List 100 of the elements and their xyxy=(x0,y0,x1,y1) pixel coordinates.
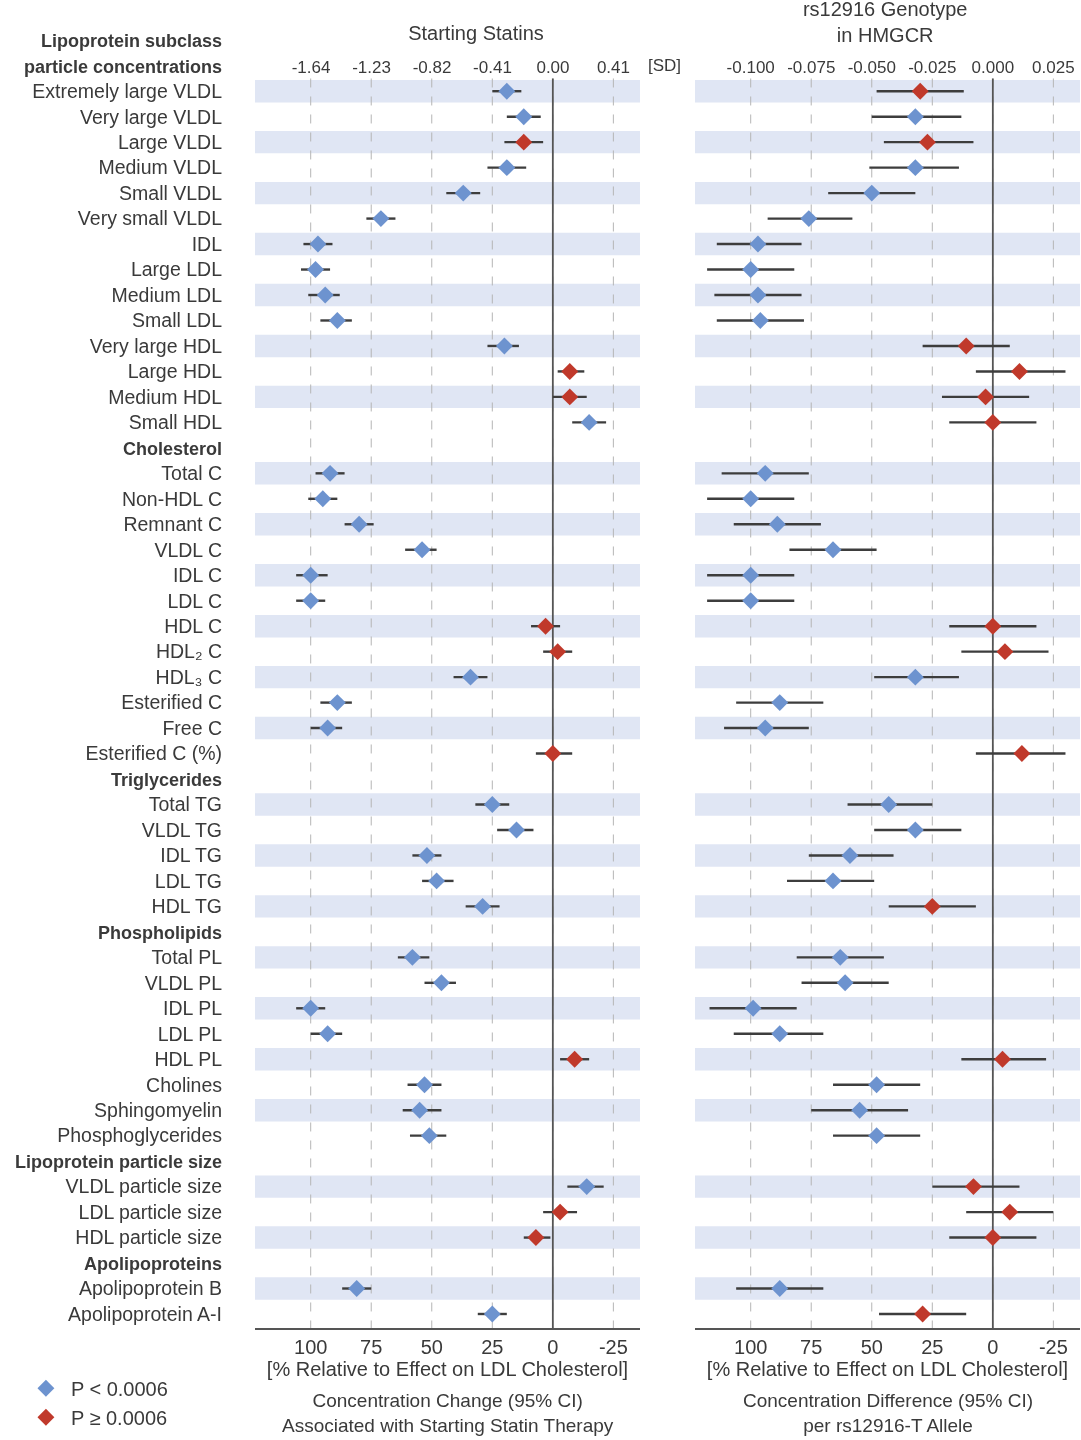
point xyxy=(498,159,516,177)
y-tick-label: HDL TG xyxy=(151,895,222,918)
point xyxy=(537,617,555,635)
point xyxy=(1013,745,1031,762)
point xyxy=(316,286,334,304)
point xyxy=(428,872,446,890)
y-tick-label: IDL PL xyxy=(163,997,223,1020)
point xyxy=(768,515,786,533)
point xyxy=(771,694,789,712)
point xyxy=(756,719,774,737)
x2-tick-label: -1.64 xyxy=(291,58,331,78)
point xyxy=(319,1025,337,1043)
x2-tick-label: -0.025 xyxy=(908,58,957,78)
y-tick-label: Phosphoglycerides xyxy=(57,1124,223,1147)
y-tick-label: Total C xyxy=(161,462,222,485)
point xyxy=(433,974,450,992)
point xyxy=(302,999,320,1017)
y-tick-label: VLDL particle size xyxy=(65,1175,222,1198)
y-tick-label: HDL₂ C xyxy=(155,640,222,663)
y-tick-label: VLDL TG xyxy=(141,818,222,841)
point xyxy=(742,566,760,584)
point xyxy=(751,312,769,329)
point xyxy=(544,745,562,762)
y-tick-label: Large HDL xyxy=(127,360,223,383)
x-axis-title: [% Relative to Effect on LDL Cholesterol] xyxy=(266,1357,629,1380)
x-tick-label: 0 xyxy=(987,1335,999,1358)
point xyxy=(800,210,818,228)
text: Concentration Change (95% CI) Associated with Starting Statin Therapy xyxy=(282,1390,614,1436)
y-tick-label: Very large HDL xyxy=(89,334,223,357)
point xyxy=(911,82,929,100)
point xyxy=(868,1127,886,1145)
y-tick-label: Apolipoprotein B xyxy=(78,1277,222,1300)
x-tick-label: 100 xyxy=(734,1335,768,1358)
y-tick-label: Extremely large VLDL xyxy=(32,80,223,103)
y-tick-label: HDL₃ C xyxy=(155,665,222,688)
point xyxy=(984,617,1002,635)
x2-axis-title: [SD] xyxy=(648,56,682,75)
x2-tick-label: 0.000 xyxy=(971,58,1015,78)
x-tick-label: 50 xyxy=(860,1335,883,1358)
point xyxy=(742,261,760,278)
y-tick-label: LDL particle size xyxy=(78,1200,222,1223)
y-tick-label: Apolipoproteins xyxy=(84,1253,222,1274)
point xyxy=(515,108,533,126)
point xyxy=(328,312,346,329)
point xyxy=(411,1101,429,1119)
y-tick-label: Triglycerides xyxy=(110,769,222,790)
point xyxy=(372,210,390,228)
y-tick-label: Cholesterol xyxy=(122,438,222,459)
point xyxy=(580,413,598,431)
point xyxy=(771,1025,789,1043)
point xyxy=(307,261,324,278)
point xyxy=(996,643,1014,661)
y-tick-label: Large LDL xyxy=(130,258,223,281)
y-tick-label: Phospholipids xyxy=(98,922,222,943)
point xyxy=(498,82,516,100)
point xyxy=(863,184,881,202)
x2-tick-label: -0.050 xyxy=(847,58,896,78)
x-tick-label: -25 xyxy=(598,1335,628,1358)
y-tick-label: VLDL C xyxy=(154,538,222,561)
y-tick-label: Remnant C xyxy=(123,513,222,536)
point xyxy=(851,1101,869,1119)
point xyxy=(919,133,936,151)
point xyxy=(868,1076,886,1094)
chart-title: rs12916 Genotype in HMGCR xyxy=(802,0,968,46)
point xyxy=(508,821,525,839)
y-tick-label: Very large VLDL xyxy=(80,105,223,128)
point xyxy=(977,388,995,406)
point xyxy=(742,592,760,610)
point xyxy=(923,897,941,915)
y-tick-label: Cholines xyxy=(146,1073,223,1096)
point xyxy=(462,668,479,686)
y-tick-label: Medium VLDL xyxy=(98,156,223,179)
legend-label: P ≥ 0.0006 xyxy=(70,1407,168,1430)
point xyxy=(314,490,332,508)
point xyxy=(403,948,421,966)
y-tick-label: LDL C xyxy=(167,589,222,612)
point xyxy=(771,1280,789,1297)
y-tick-label: Free C xyxy=(162,716,222,739)
y-tick-label: IDL C xyxy=(172,564,222,587)
point xyxy=(841,847,859,864)
y-tick-label: Medium HDL xyxy=(108,385,223,408)
point xyxy=(984,1229,1002,1247)
point xyxy=(906,668,924,686)
y-tick-label: Lipoprotein particle size xyxy=(14,1151,222,1172)
x-tick-label: 50 xyxy=(420,1335,443,1358)
y-tick-label: IDL TG xyxy=(160,844,222,867)
point xyxy=(495,337,513,355)
y-tick-label: Total PL xyxy=(151,946,223,969)
point xyxy=(756,464,774,482)
y-tick-label: Very small VLDL xyxy=(77,207,223,230)
point xyxy=(527,1229,545,1247)
x-tick-label: 75 xyxy=(360,1335,383,1358)
point xyxy=(321,464,339,482)
text: Concentration Difference (95% CI) per rs12916-T Allele xyxy=(743,1390,1034,1436)
point xyxy=(328,694,346,712)
x2-tick-label: -0.075 xyxy=(787,58,836,78)
point xyxy=(413,541,431,559)
point xyxy=(984,413,1002,431)
point xyxy=(1001,1203,1019,1221)
point xyxy=(302,592,320,610)
